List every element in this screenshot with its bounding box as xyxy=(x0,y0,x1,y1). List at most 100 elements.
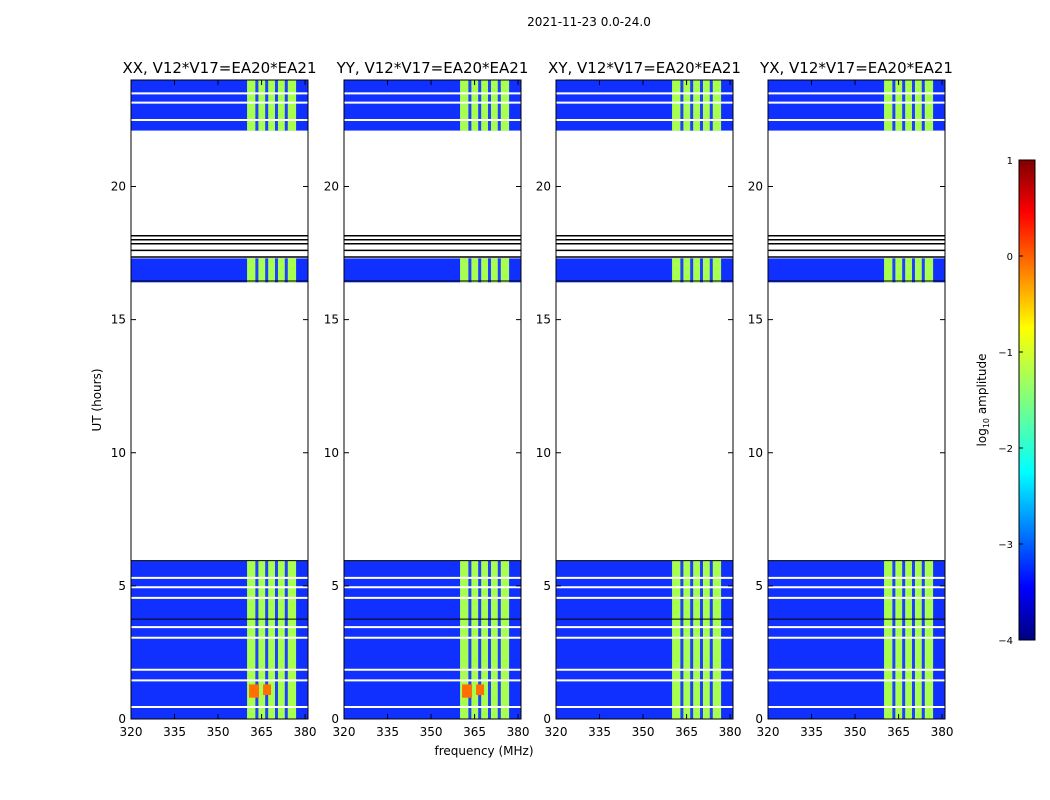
channel-gap xyxy=(690,80,694,131)
channel-gap xyxy=(255,560,259,719)
axes-frame xyxy=(343,79,522,720)
y-tick-label: 20 xyxy=(324,180,339,194)
channel-gap xyxy=(699,258,703,283)
panel-title: XX, V12*V17=EA20*EA21 xyxy=(122,59,316,77)
y-tick-label: 10 xyxy=(324,446,339,460)
channel-gap xyxy=(699,80,703,131)
channel-gap xyxy=(709,80,713,131)
figure-suptitle: 2021-11-23 0.0-24.0 xyxy=(527,15,651,29)
x-tick-label: 350 xyxy=(207,725,230,739)
panel-title: YY, V12*V17=EA20*EA21 xyxy=(336,59,529,77)
x-tick-label: 365 xyxy=(463,725,486,739)
axes-frame xyxy=(130,79,309,720)
channel-gap xyxy=(892,560,896,719)
y-tick-label: 5 xyxy=(543,579,551,593)
channel-gap xyxy=(255,80,259,131)
y-tick-label: 15 xyxy=(536,313,551,327)
panel-3: XY, V12*V17=EA20*EA21 320 335 350 365 380 0 5 10… xyxy=(536,59,742,739)
y-tick-label: 0 xyxy=(331,712,339,726)
hot-region xyxy=(249,684,260,698)
panel-2: YY, V12*V17=EA20*EA21 320 335 350 365 380 0 5 10… xyxy=(324,59,530,739)
colorbar-tick-label: 0 xyxy=(1007,252,1013,263)
panels-group: XX, V12*V17=EA20*EA21 320 335 350 365 380 0 5 10… xyxy=(111,59,954,739)
band-region xyxy=(460,258,510,283)
channel-gap xyxy=(284,560,288,719)
colorbar-tick-label: 1 xyxy=(1007,156,1013,167)
channel-gap xyxy=(274,258,278,283)
channel-gap xyxy=(265,80,269,131)
channel-gap xyxy=(902,80,906,131)
y-tick-label: 10 xyxy=(111,446,126,460)
channel-gap xyxy=(478,560,482,719)
colorbar-label: log10 amplitude xyxy=(975,354,991,447)
x-tick-label: 380 xyxy=(931,725,954,739)
channel-gap xyxy=(921,560,925,719)
channel-gap xyxy=(892,258,896,283)
channel-gap xyxy=(680,80,684,131)
channel-gap xyxy=(468,258,472,283)
y-tick-label: 20 xyxy=(111,180,126,194)
channel-gap xyxy=(478,258,482,283)
channel-gap xyxy=(468,80,472,131)
channel-gap xyxy=(911,258,915,283)
x-tick-label: 350 xyxy=(420,725,443,739)
channel-gap xyxy=(284,258,288,283)
x-tick-label: 380 xyxy=(294,725,317,739)
colorbar-tick-label: −2 xyxy=(998,444,1013,455)
colorbar-ticks: −4 −3 −2 −1 0 1 xyxy=(998,156,1023,647)
channel-gap xyxy=(255,258,259,283)
axes-frame xyxy=(555,79,734,720)
channel-gap xyxy=(274,560,278,719)
x-tick-label: 365 xyxy=(250,725,273,739)
channel-gap xyxy=(902,560,906,719)
x-tick-label: 335 xyxy=(163,725,186,739)
channel-gap xyxy=(709,560,713,719)
x-tick-label: 350 xyxy=(632,725,655,739)
band-region xyxy=(672,560,722,719)
y-tick-label: 5 xyxy=(118,579,126,593)
band-region xyxy=(884,80,934,131)
channel-gap xyxy=(497,560,501,719)
channel-gap xyxy=(690,560,694,719)
colorbar-tick-label: −1 xyxy=(998,348,1013,359)
y-tick-label: 15 xyxy=(748,313,763,327)
axes-frame xyxy=(767,79,946,720)
y-tick-label: 15 xyxy=(324,313,339,327)
panel-1: XX, V12*V17=EA20*EA21 320 335 350 365 380 0 5 10… xyxy=(111,59,317,739)
hot-region xyxy=(462,684,473,698)
channel-gap xyxy=(921,80,925,131)
channel-gap xyxy=(699,560,703,719)
colorbar-tick-label: −3 xyxy=(998,540,1013,551)
band-region xyxy=(460,80,510,131)
band-region xyxy=(884,258,934,283)
channel-gap xyxy=(497,80,501,131)
x-tick-label: 335 xyxy=(800,725,823,739)
x-tick-label: 380 xyxy=(719,725,742,739)
channel-gap xyxy=(487,258,491,283)
y-tick-label: 15 xyxy=(111,313,126,327)
x-tick-label: 365 xyxy=(887,725,910,739)
hot-region xyxy=(263,684,272,696)
panel-title: YX, V12*V17=EA20*EA21 xyxy=(759,59,953,77)
band-region xyxy=(247,258,297,283)
channel-gap xyxy=(911,560,915,719)
x-tick-label: 380 xyxy=(507,725,530,739)
channel-gap xyxy=(265,258,269,283)
y-tick-label: 0 xyxy=(755,712,763,726)
channel-gap xyxy=(284,80,288,131)
x-tick-label: 320 xyxy=(120,725,143,739)
channel-gap xyxy=(497,258,501,283)
x-tick-label: 320 xyxy=(545,725,568,739)
y-tick-label: 10 xyxy=(536,446,551,460)
hot-region xyxy=(476,684,485,696)
x-tick-label: 335 xyxy=(588,725,611,739)
channel-gap xyxy=(680,560,684,719)
x-axis-label: frequency (MHz) xyxy=(434,744,533,758)
x-tick-label: 350 xyxy=(844,725,867,739)
panel-4: YX, V12*V17=EA20*EA21 320 335 350 365 380 0 5 10… xyxy=(748,59,954,739)
channel-gap xyxy=(487,560,491,719)
band-region xyxy=(884,560,934,719)
x-tick-label: 365 xyxy=(675,725,698,739)
panel-title: XY, V12*V17=EA20*EA21 xyxy=(548,59,741,77)
